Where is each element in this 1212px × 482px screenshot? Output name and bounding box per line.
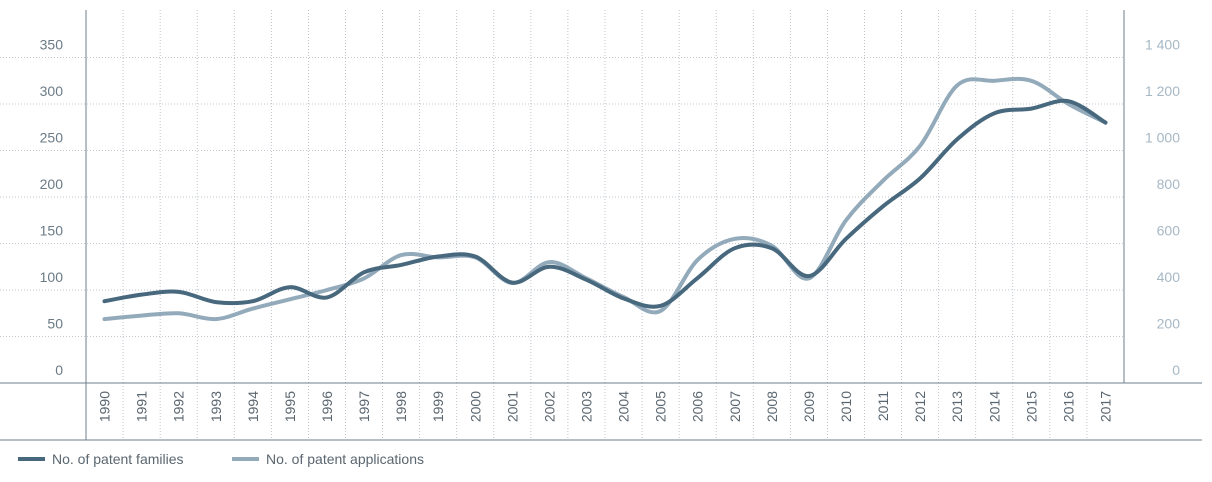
x-tick-label: 2008: [764, 391, 780, 422]
legend-label-families: No. of patent families: [52, 451, 184, 467]
x-tick-label: 2001: [504, 391, 520, 422]
x-tick-label: 1991: [134, 391, 150, 422]
x-tick-label: 2003: [578, 391, 594, 422]
y-tick-label-right: 0: [1172, 362, 1180, 378]
x-tick-label: 2011: [875, 391, 891, 421]
y-tick-label-right: 1 000: [1145, 130, 1180, 146]
y-tick-label-left: 200: [40, 176, 64, 192]
y-tick-label-right: 200: [1157, 316, 1181, 332]
y-tick-label-right: 400: [1157, 269, 1181, 285]
x-tick-label: 1998: [393, 391, 409, 422]
y-tick-label-left: 300: [40, 83, 64, 99]
y-tick-label-left: 0: [55, 362, 63, 378]
y-tick-label-right: 600: [1157, 223, 1181, 239]
y-tick-label-right: 1 400: [1145, 37, 1180, 53]
y-tick-label-left: 350: [40, 37, 64, 53]
x-tick-label: 2012: [912, 391, 928, 422]
x-tick-label: 2017: [1097, 391, 1113, 422]
x-tick-label: 2013: [949, 391, 965, 422]
y-tick-label-right: 800: [1157, 176, 1181, 192]
x-tick-label: 1992: [171, 391, 187, 422]
x-tick-label: 2016: [1060, 391, 1076, 422]
x-tick-label: 2005: [653, 391, 669, 422]
x-tick-label: 2006: [690, 391, 706, 422]
x-tick-label: 1999: [430, 391, 446, 422]
x-tick-label: 1996: [319, 391, 335, 422]
legend-label-applications: No. of patent applications: [266, 451, 424, 467]
x-tick-label: 2007: [727, 391, 743, 422]
y-tick-label-left: 150: [40, 223, 64, 239]
y-tick-label-right: 1 200: [1145, 83, 1180, 99]
x-tick-label: 2014: [986, 391, 1002, 422]
x-tick-label: 1995: [282, 391, 298, 422]
x-tick-label: 2015: [1023, 391, 1039, 422]
x-tick-label: 2009: [801, 391, 817, 422]
y-tick-label-left: 250: [40, 130, 64, 146]
x-tick-label: 1993: [208, 391, 224, 422]
x-tick-label: 2004: [616, 391, 632, 422]
x-tick-label: 2000: [467, 391, 483, 422]
x-tick-label: 2010: [838, 391, 854, 422]
series-line-families: [102, 98, 1108, 309]
x-tick-label: 1994: [245, 391, 261, 422]
x-tick-label: 2002: [541, 391, 557, 422]
x-tick-label: 1997: [356, 391, 372, 422]
y-tick-label-left: 50: [47, 316, 63, 332]
x-tick-label: 1990: [97, 391, 113, 422]
y-tick-label-left: 100: [40, 269, 64, 285]
